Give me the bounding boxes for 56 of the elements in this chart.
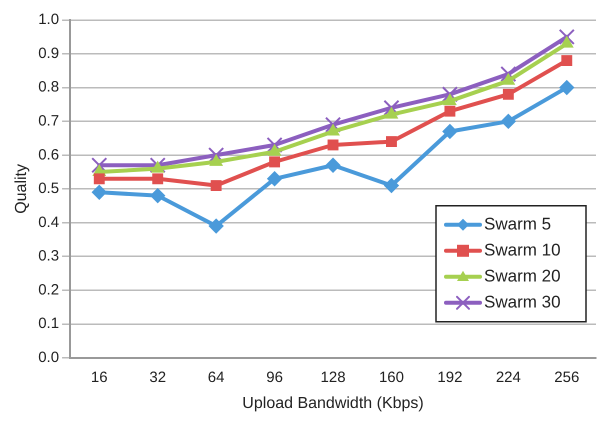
point [91, 157, 108, 174]
point [269, 156, 280, 168]
legend-label: Swarm 5 [484, 214, 552, 234]
point [208, 218, 224, 234]
x-tick-label: 224 [496, 368, 521, 386]
y-axis-title: Quality [13, 164, 30, 214]
point [500, 66, 516, 82]
point [442, 86, 458, 102]
point [94, 173, 105, 184]
point [383, 100, 400, 116]
y-tick-label: 0.9 [38, 44, 60, 62]
point [442, 124, 458, 139]
point [558, 28, 575, 45]
point [443, 94, 456, 106]
point [210, 180, 222, 191]
point [328, 140, 338, 150]
point [384, 178, 399, 194]
point [559, 80, 574, 96]
point [386, 136, 397, 148]
y-tick-label: 0.4 [38, 214, 60, 231]
point [92, 184, 107, 200]
x-axis-title: Upload Bandwidth (Kbps) [242, 394, 424, 412]
legend-label: Swarm 30 [484, 292, 561, 312]
legend-label: Swarm 20 [484, 266, 561, 286]
point [502, 88, 514, 100]
point [266, 136, 283, 154]
point [324, 116, 342, 133]
point [384, 107, 398, 119]
point [152, 173, 164, 184]
y-tick-label: 0.6 [38, 146, 60, 164]
x-tick-label: 192 [437, 368, 462, 386]
y-tick-label: 0.3 [38, 248, 60, 265]
point [502, 73, 515, 85]
legend-label: Swarm 10 [484, 240, 561, 260]
x-tick-label: 256 [554, 368, 580, 386]
point [561, 55, 572, 66]
point [326, 158, 341, 173]
point [500, 114, 516, 129]
y-tick-label: 0.7 [38, 112, 60, 130]
y-tick-label: 0.8 [38, 78, 60, 96]
point [267, 171, 282, 186]
point [150, 157, 166, 174]
point [150, 188, 166, 204]
y-tick-label: 1.0 [38, 11, 60, 28]
y-tick-label: 0.2 [38, 281, 60, 298]
y-tick-label: 0.0 [38, 348, 60, 366]
x-tick-label: 128 [320, 368, 346, 386]
x-tick-label: 64 [208, 368, 224, 386]
x-tick-label: 16 [90, 368, 108, 386]
x-tick-label: 32 [149, 368, 166, 386]
point [560, 36, 574, 48]
x-tick-label: 96 [266, 368, 283, 386]
x-tick-label: 160 [378, 368, 404, 386]
point [444, 106, 456, 117]
y-tick-label: 0.5 [38, 180, 60, 198]
y-tick-label: 0.1 [38, 315, 60, 332]
